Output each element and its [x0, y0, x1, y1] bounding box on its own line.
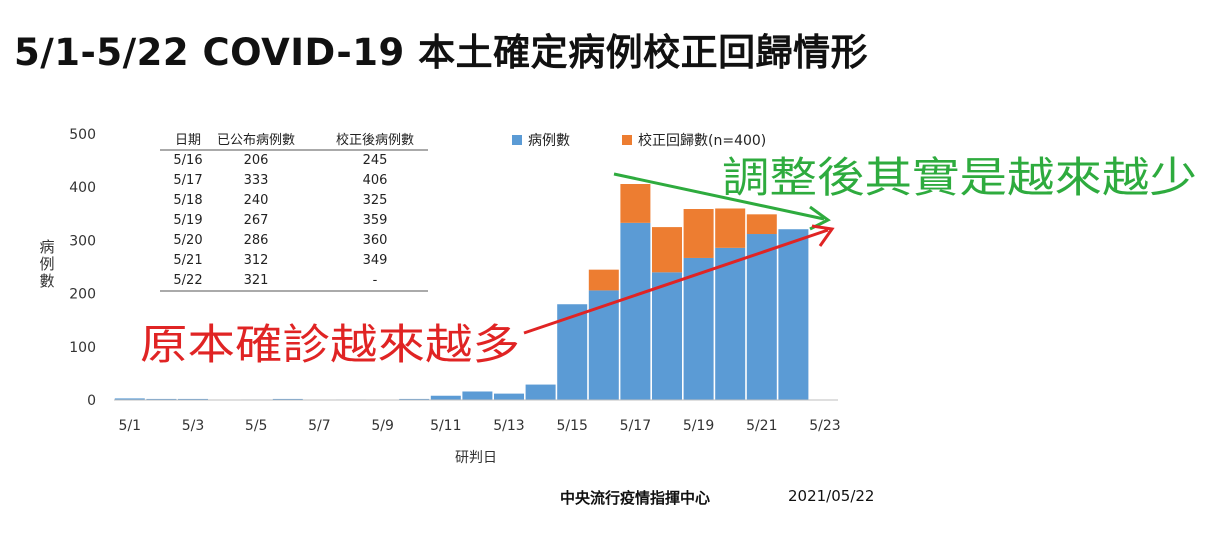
x-tick-label: 5/19: [683, 418, 714, 434]
bar-backfill: [715, 208, 746, 248]
table-header-cell: 日期: [175, 133, 201, 148]
down-trend-arrow: [613, 172, 825, 221]
bar-backfill: [683, 209, 714, 258]
page-title: 5/1-5/22 COVID-19 本土確定病例校正回歸情形: [14, 31, 869, 74]
x-tick-label: 5/9: [371, 418, 394, 434]
x-axis: 5/1 5/3 5/5 5/7 5/9 5/11 5/13 5/15 5/17 5/19 5/21 5…: [119, 418, 841, 434]
bar-cases: [778, 229, 809, 400]
table-cell: 206: [244, 153, 269, 168]
legend-swatch-cases: [512, 135, 522, 145]
bar-cases: [557, 304, 588, 400]
y-axis: 0 100 200 300 400 500: [69, 127, 96, 409]
bar-cases: [525, 384, 556, 400]
data-table: 日期 已公布病例數 校正後病例數 5/16 206 245 5/17 333 406 5/18 24…: [160, 132, 428, 292]
bar-backfill: [588, 269, 619, 291]
x-tick-label: 5/13: [493, 418, 524, 434]
legend: 病例數 校正回歸數(n=400): [512, 132, 766, 149]
bar-cases: [620, 222, 651, 400]
annotation-down: 調整後其實是越來越少: [722, 153, 1197, 202]
x-tick-label: 5/11: [430, 418, 461, 434]
bar-cases: [146, 398, 177, 400]
y-tick-label: 300: [69, 233, 96, 249]
x-tick-label: 5/23: [809, 418, 840, 434]
bar-backfill: [652, 227, 682, 273]
table-cell: 360: [363, 233, 388, 248]
x-tick-label: 5/7: [308, 418, 331, 434]
x-tick-label: 5/21: [746, 418, 777, 434]
y-tick-label: 100: [69, 340, 96, 356]
x-tick-label: 5/15: [556, 418, 587, 434]
table-cell: 5/16: [173, 153, 202, 168]
bar-backfill: [620, 184, 651, 223]
x-tick-label: 5/17: [620, 418, 651, 434]
table-cell: 325: [363, 193, 388, 208]
table-cell: 5/21: [173, 253, 202, 268]
legend-label-backfill: 校正回歸數(n=400): [638, 132, 766, 149]
legend-swatch-backfill: [622, 135, 632, 145]
bar-backfill: [746, 214, 777, 235]
y-tick-label: 0: [87, 393, 96, 409]
y-tick-label: 400: [69, 180, 96, 196]
table-cell: 359: [363, 213, 388, 228]
bar-cases: [178, 398, 208, 400]
bar-cases: [715, 247, 746, 400]
annotation-arrows: [523, 172, 835, 335]
up-trend-arrowhead: [811, 224, 835, 247]
bar-cases: [746, 234, 777, 400]
table-cell: 267: [244, 213, 269, 228]
table-cell: 5/18: [173, 193, 202, 208]
y-axis-label: 病例數: [39, 238, 54, 290]
table-cell: 5/20: [173, 233, 202, 248]
bar-cases: [430, 395, 461, 400]
annotation-up: 原本確診越來越多: [140, 320, 520, 369]
table-cell: 333: [244, 173, 269, 188]
x-tick-label: 5/1: [119, 418, 142, 434]
table-cell: 5/22: [173, 273, 202, 288]
x-axis-label: 研判日: [455, 450, 497, 466]
table-cell: 406: [363, 173, 388, 188]
y-tick-label: 500: [69, 127, 96, 143]
table-cell: 245: [363, 153, 388, 168]
footer-date: 2021/05/22: [788, 487, 875, 505]
bar-cases: [272, 398, 303, 400]
bar-cases: [399, 398, 430, 400]
table-cell: -: [373, 273, 378, 288]
table-header-cell: 校正後病例數: [336, 132, 414, 148]
x-tick-label: 5/5: [245, 418, 268, 434]
table-cell: 5/17: [173, 173, 202, 188]
x-tick-label: 5/3: [182, 418, 205, 434]
bar-cases: [683, 257, 714, 400]
table-cell: 349: [363, 253, 388, 268]
table-cell: 286: [244, 233, 269, 248]
up-trend-arrow: [523, 228, 829, 335]
table-cell: 321: [244, 273, 269, 288]
table-cell: 312: [244, 253, 269, 268]
bar-cases: [462, 391, 493, 400]
table-header-cell: 已公布病例數: [217, 133, 295, 148]
y-tick-label: 200: [69, 287, 96, 303]
table-cell: 5/19: [173, 213, 202, 228]
legend-label-cases: 病例數: [528, 133, 570, 149]
bar-cases: [114, 398, 145, 400]
footer-org: 中央流行疫情指揮中心: [560, 489, 711, 507]
bar-cases: [494, 393, 524, 400]
bar-cases: [652, 272, 682, 400]
table-cell: 240: [244, 193, 269, 208]
